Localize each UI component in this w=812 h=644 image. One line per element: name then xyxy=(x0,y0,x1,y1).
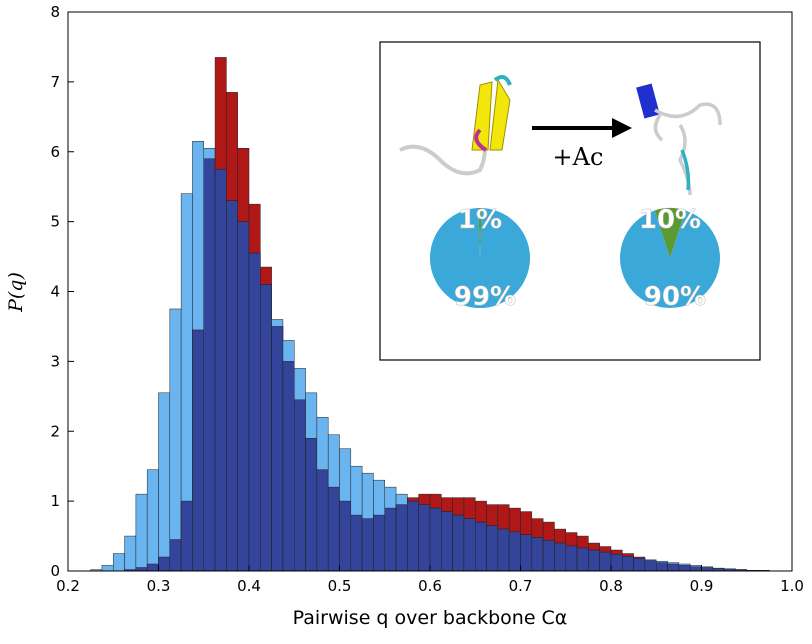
overlap-bar xyxy=(215,169,226,571)
overlap-bar xyxy=(340,501,351,571)
pie-label: 99% xyxy=(454,282,516,312)
overlap-bar xyxy=(238,222,249,571)
inset-frame xyxy=(380,42,760,360)
y-tick-label: 3 xyxy=(50,352,60,370)
y-tick-label: 7 xyxy=(50,73,60,91)
overlap-bar xyxy=(498,529,509,571)
overlap-bar xyxy=(487,526,498,571)
overlap-bar xyxy=(294,400,305,571)
y-tick-label: 4 xyxy=(50,283,60,301)
overlap-bar xyxy=(690,567,701,571)
overlap-bar xyxy=(272,326,283,571)
y-tick-label: 0 xyxy=(50,562,60,580)
overlap-bar xyxy=(362,519,373,571)
overlap-bar xyxy=(170,540,181,571)
overlap-bar xyxy=(249,253,260,571)
overlap-bar xyxy=(226,201,237,571)
overlap-bar xyxy=(543,540,554,571)
overlap-bar xyxy=(328,487,339,571)
overlap-bar xyxy=(136,568,147,571)
overlap-bar xyxy=(430,508,441,571)
inset: +Ac 1% 99% 10% 90% xyxy=(380,42,760,360)
x-tick-label: 1.0 xyxy=(780,577,804,595)
overlap-bar xyxy=(668,564,679,571)
overlap-bar xyxy=(554,543,565,571)
pie-label: 90% xyxy=(644,282,706,312)
x-tick-label: 0.5 xyxy=(328,577,352,595)
pie-label: 1% xyxy=(458,205,502,235)
x-tick-label: 0.7 xyxy=(509,577,533,595)
overlap-bar xyxy=(475,522,486,571)
y-tick-label: 5 xyxy=(50,213,60,231)
overlap-bar xyxy=(159,557,170,571)
overlap-bar xyxy=(532,537,543,571)
overlap-bar xyxy=(453,515,464,571)
overlap-bar xyxy=(283,361,294,571)
bar xyxy=(136,494,147,571)
overlap-bar xyxy=(622,556,633,571)
y-axis-label: P(q) xyxy=(5,272,27,313)
overlap-bar xyxy=(373,515,384,571)
overlap-bar xyxy=(702,568,713,571)
overlap-bar xyxy=(679,565,690,571)
bar xyxy=(125,536,136,571)
x-axis-label: Pairwise q over backbone Cα xyxy=(293,607,568,629)
bar xyxy=(102,565,113,571)
overlap-bar xyxy=(306,438,317,571)
overlap-bar xyxy=(192,330,203,571)
x-tick-label: 0.4 xyxy=(237,577,261,595)
annotation: +Ac xyxy=(553,143,604,171)
overlap-bar xyxy=(521,535,532,571)
overlap-bar xyxy=(656,563,667,571)
overlap-bar xyxy=(419,505,430,571)
y-tick-label: 1 xyxy=(50,492,60,510)
overlap-bar xyxy=(634,558,645,571)
overlap-bar xyxy=(407,501,418,571)
overlap-bar xyxy=(509,532,520,571)
pie-label: 10% xyxy=(639,205,701,235)
x-tick-label: 0.8 xyxy=(599,577,623,595)
bar xyxy=(170,309,181,571)
y-tick-label: 2 xyxy=(50,422,60,440)
overlap-bar xyxy=(181,501,192,571)
overlap-bar xyxy=(441,512,452,571)
overlap-bar xyxy=(645,561,656,571)
overlap-bar xyxy=(351,515,362,571)
overlap-bar xyxy=(566,546,577,571)
overlap-bar xyxy=(260,285,271,571)
bar xyxy=(113,554,124,571)
overlap-bar xyxy=(588,550,599,571)
bar xyxy=(147,470,158,571)
overlap-bar xyxy=(147,564,158,571)
overlap-bar xyxy=(577,548,588,571)
overlap-bar xyxy=(317,470,328,571)
y-tick-label: 8 xyxy=(50,3,60,21)
x-tick-label: 0.9 xyxy=(690,577,714,595)
x-tick-label: 0.3 xyxy=(147,577,171,595)
y-tick-label: 6 xyxy=(50,143,60,161)
bar xyxy=(159,393,170,571)
overlap-bar xyxy=(396,505,407,571)
overlap-bar xyxy=(611,554,622,571)
overlap-bar xyxy=(464,519,475,571)
overlap-bar xyxy=(204,159,215,571)
overlap-bar xyxy=(385,508,396,571)
x-tick-label: 0.6 xyxy=(418,577,442,595)
overlap-bar xyxy=(600,552,611,571)
